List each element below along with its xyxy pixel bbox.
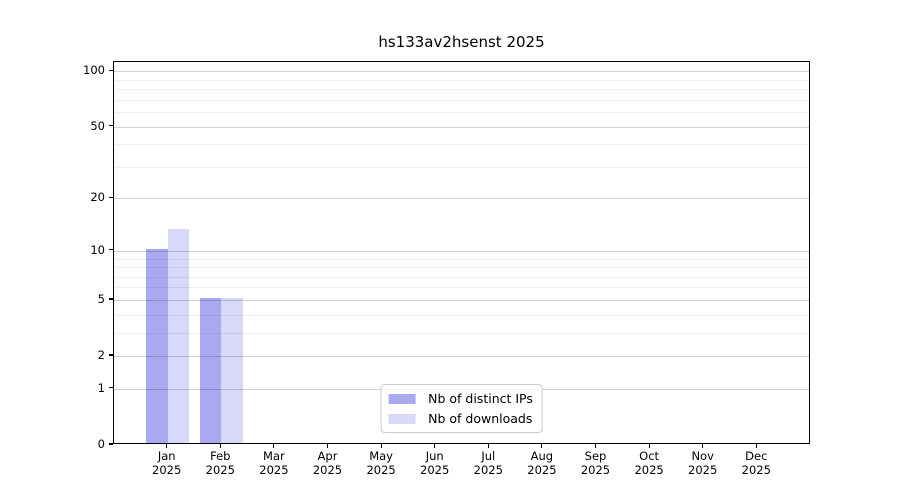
y-tick-label: 5 — [97, 291, 105, 306]
x-tick-label: May 2025 — [366, 449, 396, 477]
x-tick-mark — [755, 444, 757, 448]
x-tick-label: Sep 2025 — [580, 449, 611, 477]
x-tick-label: Mar 2025 — [259, 449, 289, 477]
y-tick-mark — [109, 354, 113, 356]
x-tick-mark — [594, 444, 597, 448]
x-tick-label: Apr 2025 — [312, 449, 343, 477]
minor-gridline — [114, 166, 809, 168]
x-tick-mark — [380, 444, 382, 448]
x-tick-label: Aug 2025 — [527, 449, 557, 477]
x-tick-mark — [273, 444, 275, 448]
minor-gridline — [114, 267, 809, 269]
y-tick-label: 0 — [97, 437, 105, 451]
y-tick-mark — [109, 298, 113, 300]
x-tick-mark — [541, 444, 543, 448]
y-tick-label: 2 — [97, 348, 105, 363]
minor-gridline — [114, 276, 809, 278]
y-tick-label: 20 — [90, 190, 105, 205]
major-gridline — [114, 198, 809, 200]
major-gridline — [114, 299, 809, 301]
bar-distinct-ips — [146, 248, 168, 443]
y-tick-label: 1 — [97, 380, 105, 395]
x-tick-mark — [434, 444, 436, 448]
bar-distinct-ips — [199, 297, 222, 443]
major-gridline — [114, 71, 809, 73]
minor-gridline — [114, 112, 809, 114]
chart-title: hs133av2hsenst 2025 — [378, 33, 545, 51]
y-tick-label: 100 — [83, 63, 105, 78]
x-tick-label: Feb 2025 — [205, 449, 235, 477]
major-gridline — [114, 126, 809, 128]
legend-label-downloads: Nb of downloads — [428, 411, 533, 426]
x-tick-label: Oct 2025 — [634, 449, 664, 477]
minor-gridline — [114, 99, 809, 101]
legend-item-distinct-ips: Nb of distinct IPs — [388, 391, 533, 406]
x-tick-label: Jun 2025 — [420, 449, 450, 477]
bar-downloads — [167, 229, 190, 443]
bar-downloads — [221, 297, 243, 443]
distinct-ips-swatch — [388, 393, 416, 404]
y-tick-mark — [109, 443, 113, 445]
major-gridline — [114, 250, 809, 252]
x-tick-mark — [487, 444, 489, 448]
minor-gridline — [114, 144, 809, 146]
legend-item-downloads: Nb of downloads — [388, 411, 533, 426]
minor-gridline — [114, 314, 809, 316]
x-tick-mark — [326, 444, 329, 448]
legend-label-distinct-ips: Nb of distinct IPs — [428, 391, 533, 406]
y-tick-mark — [109, 249, 113, 251]
x-tick-label: Dec 2025 — [741, 449, 771, 477]
minor-gridline — [114, 89, 809, 91]
y-tick-label: 50 — [90, 118, 105, 133]
y-tick-label: 10 — [90, 242, 105, 257]
y-tick-mark — [109, 125, 113, 127]
plot-area: Nb of distinct IPs Nb of downloads — [113, 61, 810, 444]
x-tick-label: Jul 2025 — [473, 449, 503, 477]
x-tick-mark — [648, 444, 650, 448]
minor-gridline — [114, 332, 809, 334]
minor-gridline — [114, 79, 809, 81]
x-tick-label: Nov 2025 — [688, 449, 718, 477]
downloads-swatch — [388, 413, 416, 424]
legend: Nb of distinct IPs Nb of downloads — [380, 384, 543, 433]
x-tick-mark — [166, 444, 168, 448]
y-tick-mark — [109, 69, 113, 71]
x-tick-mark — [219, 444, 221, 448]
major-gridline — [114, 356, 809, 358]
minor-gridline — [114, 287, 809, 289]
minor-gridline — [114, 258, 809, 260]
x-tick-label: Jan 2025 — [152, 449, 182, 477]
x-tick-mark — [702, 444, 704, 448]
y-tick-mark — [109, 196, 113, 199]
y-tick-mark — [109, 387, 113, 389]
